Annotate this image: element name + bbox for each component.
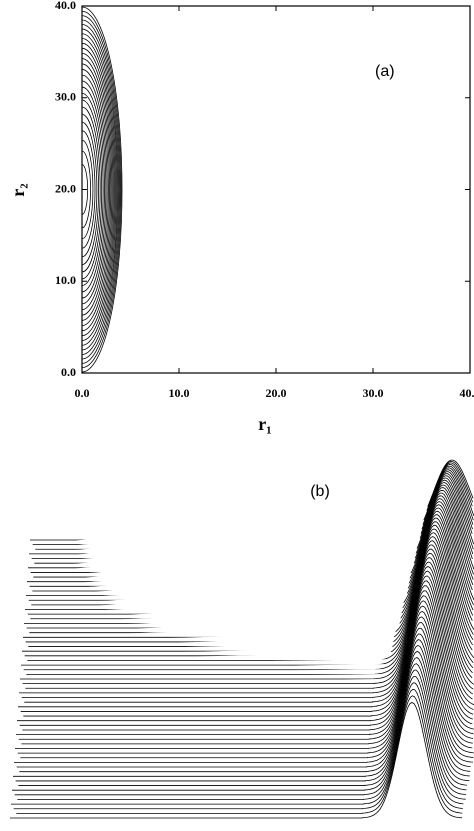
y-tick-label: 30.0: [55, 90, 76, 104]
contour-line: [81, 52, 113, 327]
x-tick-label: 20.0: [266, 386, 287, 400]
contour-line: [81, 86, 105, 293]
plot-frame: [81, 5, 471, 374]
contour-line: [81, 74, 108, 305]
contour-line: [81, 6, 123, 373]
x-axis-label: r₁: [258, 414, 271, 434]
contour-line: [81, 58, 112, 321]
contour-line: [81, 10, 122, 369]
x-tick-label: 10.0: [169, 386, 190, 400]
contour-line: [81, 113, 99, 266]
contour-line: [81, 93, 104, 286]
contour-line: [81, 80, 107, 299]
contour-line: [81, 33, 117, 346]
contour-line: [81, 38, 116, 341]
contour-line: [81, 69, 109, 310]
contour-line: [81, 47, 114, 332]
contour-line: [81, 106, 101, 273]
contour-line: [81, 24, 119, 355]
contour-line: [81, 121, 98, 258]
contour-line: [81, 63, 110, 316]
x-tick-label: 0.0: [75, 386, 90, 400]
contour-line: [81, 164, 89, 215]
y-tick-label: 10.0: [55, 273, 76, 287]
y-axis-label: r₂: [8, 183, 28, 196]
panel-label: (a): [375, 63, 395, 80]
x-tick-label: 30.0: [363, 386, 384, 400]
contour-line: [81, 139, 94, 240]
contour-line: [81, 99, 103, 280]
x-tick-label: 40.0: [460, 386, 474, 400]
y-tick-label: 40.0: [55, 0, 76, 12]
contour-line: [81, 28, 118, 351]
contour-line: [81, 130, 96, 249]
contour-line: [81, 42, 115, 337]
y-tick-label: 0.0: [61, 365, 76, 379]
panel-label: (b): [310, 483, 330, 500]
y-tick-label: 20.0: [55, 181, 76, 195]
surface-line: [10, 702, 463, 819]
contour-line: [81, 15, 121, 364]
contour-line: [81, 150, 91, 229]
contour-line: [81, 19, 120, 360]
